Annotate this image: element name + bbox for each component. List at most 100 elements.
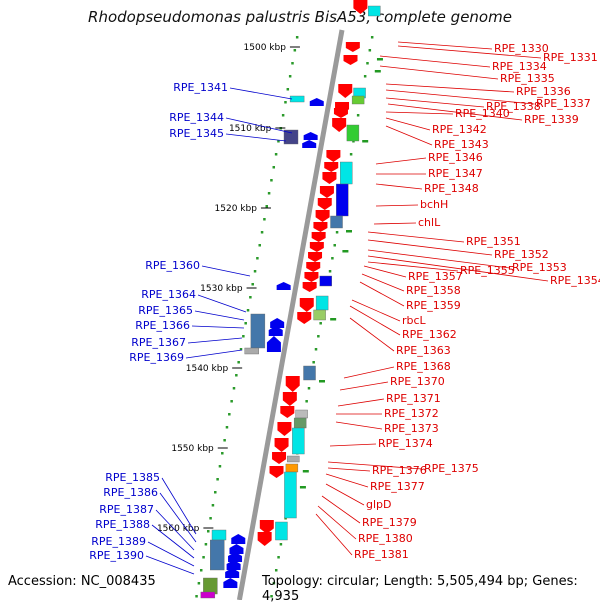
forward-gene-arrow: [332, 118, 347, 132]
forward-gene-label: RPE_1347: [428, 167, 483, 180]
reverse-gene-arrow: [276, 282, 291, 290]
guide-dot: [352, 140, 355, 143]
guide-dot: [284, 101, 287, 104]
label-leader-line: [385, 117, 431, 131]
guide-dot: [246, 309, 250, 312]
forward-gene-label: RPE_1362: [402, 328, 457, 341]
reverse-gene-label: RPE_1360: [145, 259, 200, 272]
reverse-gene-label: RPE_1385: [105, 471, 160, 484]
forward-gene-label: RPE_1376: [372, 464, 427, 477]
forward-gene-label: RPE_1375: [424, 462, 479, 475]
guide-dot: [228, 413, 231, 416]
guide-dot: [256, 257, 259, 260]
guide-dot: [331, 257, 334, 260]
label-leader-line: [327, 467, 371, 472]
forward-gene-label: RPE_1381: [354, 548, 409, 561]
forward-gene-label: RPE_1352: [494, 248, 549, 261]
gene-block: [250, 313, 266, 349]
gene-block: [275, 521, 288, 541]
forward-gene-arrow: [309, 242, 324, 252]
label-leader-line: [379, 55, 491, 68]
guide-dot: [260, 231, 264, 234]
forward-gene-arrow: [280, 406, 295, 418]
reverse-gene-arrow: [229, 544, 244, 554]
forward-gene-arrow: [343, 55, 358, 65]
guide-dot: [328, 270, 332, 273]
forward-gene-arrow: [308, 252, 323, 262]
forward-gene-arrow: [302, 282, 317, 292]
forward-gene-label: RPE_1371: [386, 392, 441, 405]
forward-gene-label: RPE_1335: [500, 72, 555, 85]
label-leader-line: [361, 273, 405, 292]
guide-dot: [251, 283, 254, 286]
forward-gene-arrow: [257, 532, 272, 546]
gene-block: [244, 347, 259, 355]
forward-gene-arrow: [285, 376, 300, 392]
gene-block: [303, 365, 316, 381]
reverse-gene-label: RPE_1367: [131, 336, 186, 349]
guide-dot: [319, 322, 322, 325]
guide-dot: [249, 296, 252, 299]
gene-block: [292, 427, 305, 455]
strand-mark: [362, 140, 369, 143]
reverse-gene-arrow: [302, 140, 317, 148]
forward-gene-arrow: [304, 272, 319, 282]
strand-mark: [342, 250, 349, 253]
forward-gene-arrow: [353, 0, 368, 14]
label-leader-line: [197, 294, 247, 313]
forward-gene-label: RPE_1337: [536, 97, 591, 110]
scale-tick-label: 1520 kbp: [215, 204, 258, 214]
scale-tick-label: 1500 kbp: [244, 43, 287, 53]
reverse-gene-label: RPE_1345: [169, 127, 224, 140]
gene-block: [336, 183, 349, 217]
guide-dot: [317, 335, 320, 338]
forward-gene-arrow: [272, 452, 287, 464]
gene-block: [283, 129, 299, 145]
label-leader-line: [385, 83, 515, 93]
gene-block: [315, 295, 329, 311]
strand-mark: [299, 486, 306, 489]
guide-dot: [235, 374, 238, 377]
forward-gene-label: RPE_1340: [455, 107, 510, 120]
forward-gene-label: RPE_1380: [358, 532, 413, 545]
forward-gene-arrow: [277, 422, 292, 436]
forward-gene-label: RPE_1351: [466, 235, 521, 248]
guide-dot: [199, 569, 203, 572]
forward-gene-label: bchH: [420, 198, 448, 211]
guide-dot: [270, 179, 273, 182]
reverse-gene-arrow: [223, 578, 238, 588]
label-leader-line: [367, 261, 459, 272]
reverse-gene-label: RPE_1390: [89, 549, 144, 562]
forward-gene-label: RPE_1342: [432, 123, 487, 136]
forward-gene-label: glpD: [366, 498, 392, 511]
guide-dot: [363, 75, 367, 78]
forward-gene-label: RPE_1357: [408, 270, 463, 283]
guide-dot: [335, 231, 339, 234]
guide-dot: [366, 62, 369, 65]
reverse-gene-arrow: [225, 568, 240, 578]
genome-title: Rhodopseudomonas palustris BisA53, compl…: [88, 8, 512, 26]
forward-gene-label: RPE_1373: [384, 422, 439, 435]
gene-block: [211, 529, 227, 541]
strand-mark: [376, 58, 383, 61]
label-leader-line: [335, 421, 383, 430]
forward-gene-arrow: [282, 392, 297, 406]
forward-gene-arrow: [324, 162, 339, 172]
guide-dot: [216, 478, 219, 481]
guide-dot: [242, 335, 245, 338]
label-leader-line: [339, 381, 389, 391]
reverse-gene-arrow: [228, 552, 243, 562]
gene-block: [200, 591, 216, 599]
label-leader-line: [191, 325, 245, 329]
forward-gene-label: RPE_1348: [424, 182, 479, 195]
label-leader-line: [337, 398, 385, 407]
forward-gene-arrow: [311, 232, 326, 242]
label-leader-line: [359, 281, 405, 307]
reverse-gene-label: RPE_1388: [95, 518, 150, 531]
label-leader-line: [385, 111, 454, 115]
guide-dot: [314, 348, 318, 351]
reverse-gene-arrow: [309, 98, 324, 106]
label-leader-line: [349, 305, 401, 336]
reverse-gene-label: RPE_1386: [103, 486, 158, 499]
label-leader-line: [145, 555, 195, 575]
